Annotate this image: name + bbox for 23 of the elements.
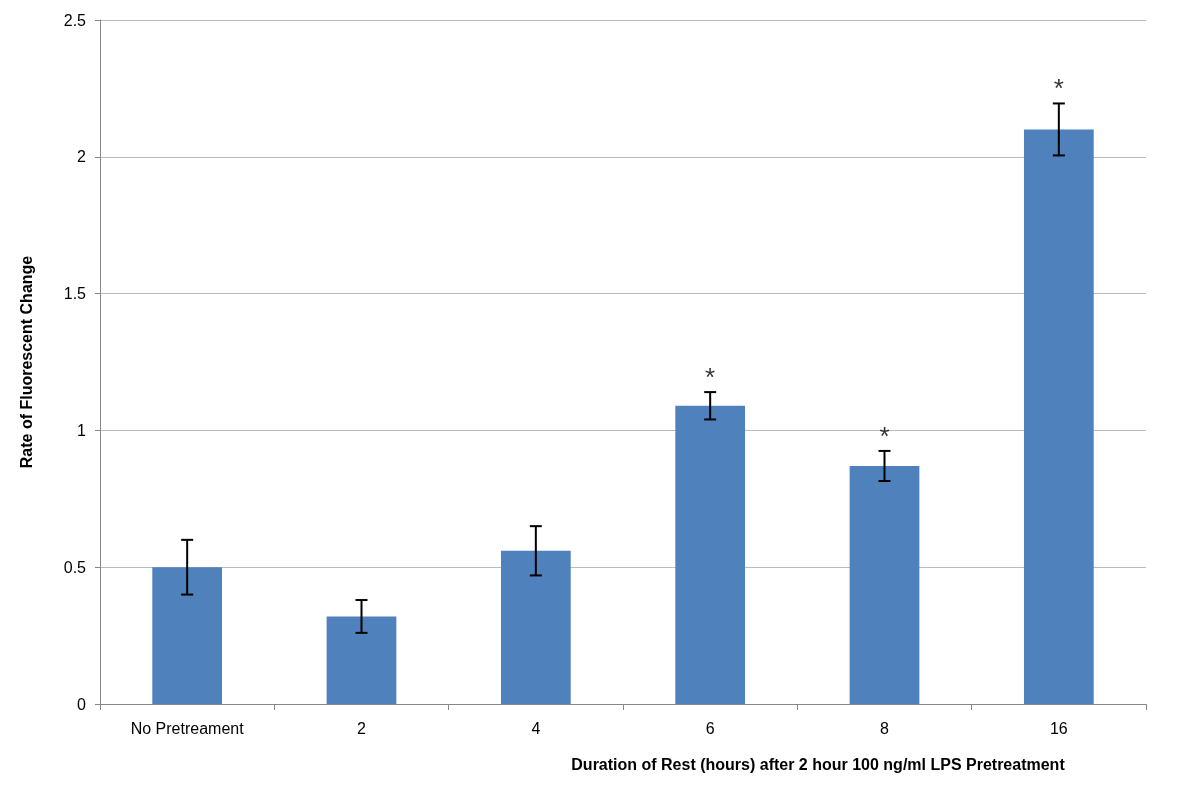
x-axis-title: Duration of Rest (hours) after 2 hour 100 ng/ml LPS Pretreatment [571,755,1066,773]
bar [152,567,223,704]
x-tick-label: 6 [705,719,715,737]
annotation: * [705,362,716,393]
y-tick-label: 2 [77,148,87,166]
bar [849,465,920,704]
annotation: * [879,420,890,451]
y-tick-label: 0.5 [63,558,87,576]
y-tick-label: 2.5 [63,11,87,29]
x-tick-label: 8 [880,719,890,737]
x-tick-label: 4 [531,719,541,737]
bar [675,405,746,704]
y-tick-label: 0 [77,695,87,713]
x-tick-label: No Pretreament [130,719,245,737]
bar [326,616,397,704]
bar [1023,129,1094,704]
annotation: * [1053,73,1064,104]
bar [500,550,571,704]
y-tick-label: 1 [77,421,87,439]
y-tick-label: 1.5 [63,285,87,303]
x-tick-label: 2 [357,719,367,737]
x-tick-label: 16 [1049,719,1068,737]
y-axis-title: Rate of Fluorescent Change [17,255,35,469]
